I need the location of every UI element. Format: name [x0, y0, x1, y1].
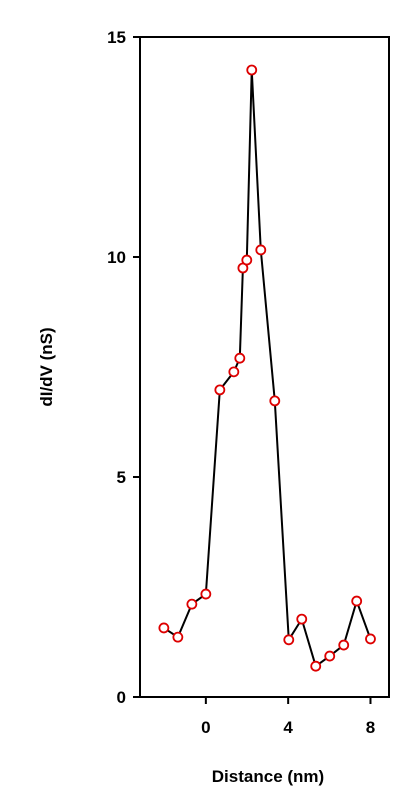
- data-point: [158, 622, 170, 634]
- data-point: [324, 650, 336, 662]
- x-tick-label: 4: [283, 718, 293, 737]
- data-point: [234, 352, 246, 364]
- y-tick-label: 15: [107, 28, 126, 47]
- x-tick-label: 8: [366, 718, 375, 737]
- data-point: [246, 64, 258, 76]
- x-tick-label: 0: [201, 718, 210, 737]
- data-point: [255, 244, 267, 256]
- data-point: [283, 634, 295, 646]
- data-point: [351, 595, 363, 607]
- data-line: [163, 69, 372, 668]
- data-point: [269, 395, 281, 407]
- plot-frame: [139, 36, 390, 698]
- data-point: [214, 384, 226, 396]
- data-point: [200, 588, 212, 600]
- data-point: [186, 598, 198, 610]
- data-point: [228, 366, 240, 378]
- data-point: [338, 639, 350, 651]
- data-point: [296, 613, 308, 625]
- data-point: [310, 660, 322, 672]
- y-tick-label: 0: [117, 688, 126, 707]
- data-point: [172, 631, 184, 643]
- y-axis-label: dI/dV (nS): [37, 327, 56, 406]
- data-point: [241, 254, 253, 266]
- y-tick-label: 10: [107, 248, 126, 267]
- data-point: [365, 633, 376, 645]
- y-tick-label: 5: [117, 468, 126, 487]
- x-axis-label: Distance (nm): [212, 767, 324, 786]
